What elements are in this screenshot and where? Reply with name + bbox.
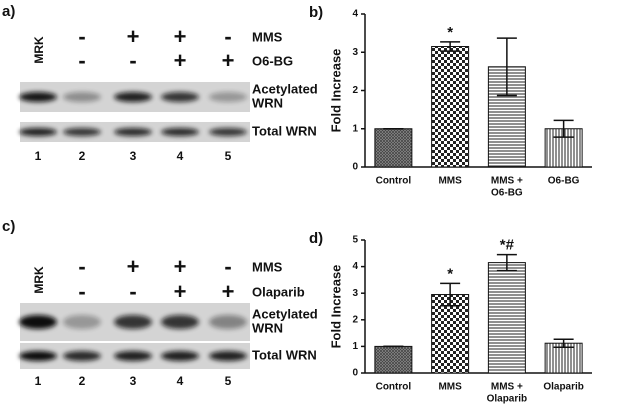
bar	[487, 262, 526, 374]
y-tick-label: 3	[352, 47, 358, 58]
bar	[544, 342, 583, 374]
x-tick-label: MMS	[438, 382, 462, 393]
lane-number: 2	[79, 149, 86, 163]
blot-band	[161, 128, 199, 136]
panel-label: a)	[2, 3, 15, 20]
treatment-sign: +	[222, 279, 235, 304]
blot-band	[114, 92, 152, 102]
treatment-sign: -	[78, 48, 85, 73]
lane-number: 3	[130, 374, 137, 388]
treatment-name: Olaparib	[252, 284, 305, 299]
blot-band	[209, 351, 247, 361]
panel-label: d)	[309, 230, 323, 247]
x-tick-label: MMS +	[491, 382, 523, 393]
lane-number: 1	[35, 374, 42, 388]
treatment-name: O6-BG	[252, 53, 293, 68]
y-tick-label: 1	[352, 341, 358, 352]
blot-band	[63, 92, 101, 102]
blot-band	[209, 315, 247, 329]
y-tick-label: 1	[352, 123, 358, 134]
blot-band	[19, 315, 57, 329]
blot-band	[19, 351, 57, 361]
treatment-sign: +	[174, 254, 187, 279]
x-tick-label: O6-BG	[491, 188, 523, 199]
treatment-sign: -	[78, 24, 85, 49]
blot-band	[161, 351, 199, 361]
x-tick-label: Olaparib	[543, 382, 584, 393]
blot-band	[19, 92, 57, 102]
blot-band	[114, 315, 152, 329]
treatment-sign: +	[127, 24, 140, 49]
treatment-sign: +	[174, 48, 187, 73]
treatment-sign: -	[78, 279, 85, 304]
treatment-sign: +	[174, 24, 187, 49]
treatment-name: MMS	[252, 29, 283, 44]
y-tick-label: 2	[352, 314, 358, 325]
blot-band	[209, 92, 247, 102]
bar	[431, 294, 470, 374]
treatment-sign: +	[127, 254, 140, 279]
blot-band	[114, 128, 152, 136]
y-tick-label: 3	[352, 288, 358, 299]
marker-label: MRK	[32, 266, 46, 294]
band-label: Total WRN	[252, 347, 317, 362]
lane-number: 5	[225, 374, 232, 388]
band-label: Total WRN	[252, 123, 317, 138]
marker-label: MRK	[32, 36, 46, 64]
x-tick-label: MMS	[438, 176, 462, 187]
y-tick-label: 0	[352, 368, 358, 379]
x-tick-label: MMS +	[491, 176, 523, 187]
treatment-name: MMS	[252, 259, 283, 274]
blot-band	[63, 351, 101, 361]
y-axis-label: Fold Increase	[328, 265, 343, 349]
treatment-sign: -	[224, 254, 231, 279]
treatment-sign: -	[129, 279, 136, 304]
lane-number: 1	[35, 149, 42, 163]
lane-number: 3	[130, 149, 137, 163]
treatment-sign: +	[222, 48, 235, 73]
x-tick-label: Olaparib	[487, 394, 528, 405]
band-label: Acetylated	[252, 81, 318, 96]
band-label: WRN	[252, 320, 283, 335]
blot-band	[19, 128, 57, 136]
panel-label: c)	[2, 218, 15, 235]
treatment-sign: -	[78, 254, 85, 279]
band-label: WRN	[252, 95, 283, 110]
y-axis-label: Fold Increase	[328, 49, 343, 133]
treatment-sign: -	[224, 24, 231, 49]
lane-number: 2	[79, 374, 86, 388]
blot-band	[209, 128, 247, 136]
y-tick-label: 4	[352, 261, 358, 272]
lane-number: 4	[177, 374, 184, 388]
blot-band	[114, 351, 152, 361]
x-tick-label: Control	[376, 382, 412, 393]
y-tick-label: 5	[352, 235, 358, 246]
blot-band	[63, 128, 101, 136]
bar	[374, 345, 413, 374]
treatment-sign: -	[129, 48, 136, 73]
panel-label: b)	[309, 4, 323, 21]
x-tick-label: Control	[376, 176, 412, 187]
bar	[431, 46, 470, 168]
blot-band	[161, 315, 199, 329]
x-tick-label: O6-BG	[548, 176, 580, 187]
lane-number: 5	[225, 149, 232, 163]
band-label: Acetylated	[252, 306, 318, 321]
blot-band	[161, 92, 199, 102]
treatment-sign: +	[174, 279, 187, 304]
significance-marker: *	[447, 24, 453, 41]
y-tick-label: 0	[352, 162, 358, 173]
y-tick-label: 2	[352, 85, 358, 96]
bar	[374, 128, 413, 168]
significance-marker: *	[447, 265, 453, 282]
blot-band	[63, 315, 101, 329]
y-tick-label: 4	[352, 9, 358, 20]
significance-marker: *#	[500, 237, 515, 254]
lane-number: 4	[177, 149, 184, 163]
